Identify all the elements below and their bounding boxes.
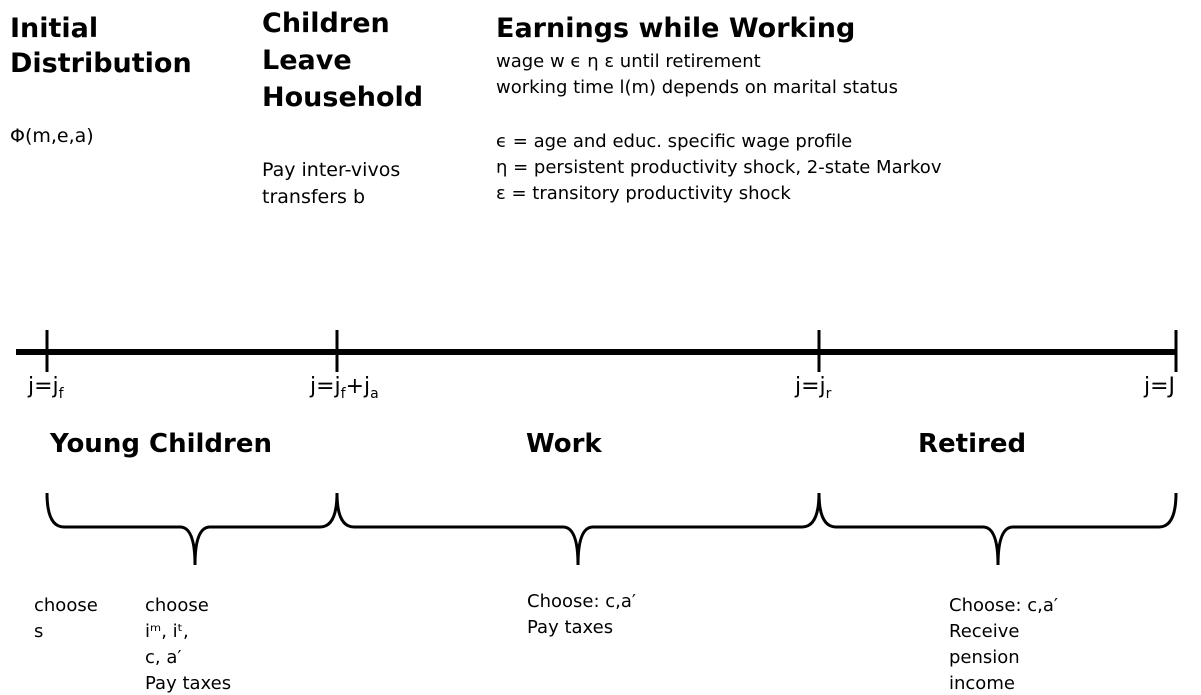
subscript: r: [826, 386, 832, 402]
earnings-block: Earnings while Working wage w ϵ η ε unti…: [496, 13, 942, 204]
text: +j: [346, 374, 371, 399]
text: j=j: [309, 374, 341, 399]
phase-label: Work: [526, 429, 602, 459]
note: s: [34, 621, 43, 642]
note: Receive: [949, 621, 1019, 642]
brace: [335, 492, 821, 566]
heading: Initial: [10, 13, 98, 44]
text: j=J: [1143, 374, 1175, 399]
note: Choose: c,a′: [949, 595, 1058, 616]
heading: Earnings while Working: [496, 13, 855, 44]
subscript: f: [341, 386, 347, 402]
note: Pay inter-vivos: [262, 159, 400, 181]
note: Pay taxes: [527, 617, 613, 638]
initial-block: Initial Distribution Φ(m,e,a): [10, 13, 192, 147]
phase-label: Young Children: [49, 429, 272, 459]
note: pension: [949, 647, 1020, 668]
note: η = persistent productivity shock, 2-sta…: [496, 157, 942, 178]
point-label: j=jf: [27, 374, 65, 402]
note: working time l(m) depends on marital sta…: [496, 77, 898, 98]
brace: [817, 492, 1178, 566]
note: iᵐ, iᵗ,: [145, 621, 189, 642]
note: choose: [34, 595, 98, 616]
note: Choose: c,a′: [527, 591, 636, 612]
phase-label: Retired: [918, 429, 1026, 459]
note: income: [949, 673, 1015, 694]
note: transfers b: [262, 186, 365, 208]
notes: choose s choose iᵐ, iᵗ, c, a′ Pay taxes …: [34, 591, 1058, 694]
point-label: j=jf+ja: [309, 374, 379, 402]
heading: Children: [262, 8, 390, 39]
children-block: Children Leave Household Pay inter-vivos…: [262, 8, 423, 208]
note: ε = transitory productivity shock: [496, 183, 791, 204]
subscript: f: [59, 386, 65, 402]
subscript: a: [370, 386, 379, 402]
heading: Distribution: [10, 48, 192, 79]
state: Φ(m,e,a): [10, 125, 94, 147]
note: ϵ = age and educ. specific wage profile: [496, 131, 852, 152]
point-label: j=jr: [794, 374, 832, 402]
text: j=j: [27, 374, 59, 399]
brace: [45, 492, 339, 566]
heading: Household: [262, 82, 423, 113]
note: c, a′: [145, 647, 181, 668]
point-label: j=J: [1143, 374, 1175, 399]
note: Pay taxes: [145, 673, 231, 694]
text: j=j: [794, 374, 826, 399]
note: wage w ϵ η ε until retirement: [496, 51, 761, 72]
timeline: j=jf j=jf+ja j=jr j=J: [16, 330, 1178, 402]
note: choose: [145, 595, 209, 616]
heading: Leave: [262, 45, 352, 76]
